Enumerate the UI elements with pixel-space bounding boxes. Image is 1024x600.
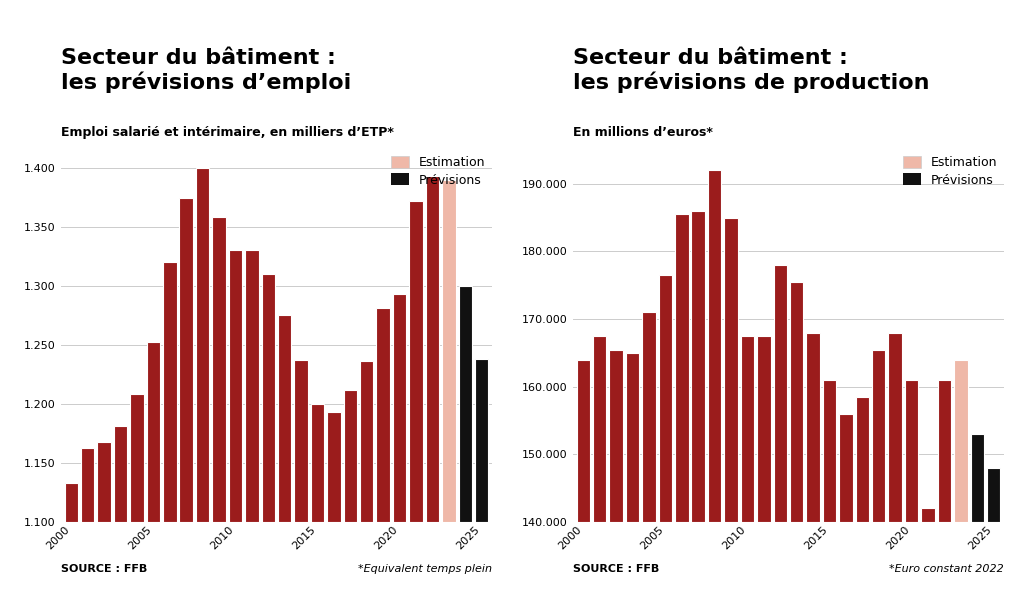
Bar [212, 217, 225, 522]
Bar [954, 359, 968, 522]
Bar [228, 250, 242, 522]
Bar [823, 380, 837, 522]
Bar [261, 274, 275, 522]
Bar [459, 286, 472, 522]
Bar [806, 332, 820, 522]
Legend: Estimation, Prévisions: Estimation, Prévisions [903, 156, 997, 187]
Bar [889, 332, 902, 522]
Bar [740, 336, 754, 522]
Bar [442, 179, 456, 522]
Bar [642, 313, 655, 522]
Bar [475, 359, 488, 522]
Bar [609, 350, 623, 522]
Bar [344, 390, 357, 522]
Bar [905, 380, 919, 522]
Text: Secteur du bâtiment :
les prévisions d’emploi: Secteur du bâtiment : les prévisions d’e… [61, 48, 351, 93]
Bar [65, 483, 78, 522]
Bar [278, 316, 292, 522]
Bar [97, 442, 111, 522]
Legend: Estimation, Prévisions: Estimation, Prévisions [391, 156, 485, 187]
Bar [872, 350, 886, 522]
Bar [426, 176, 439, 522]
Bar [410, 201, 423, 522]
Bar [146, 343, 160, 522]
Bar [130, 394, 143, 522]
Bar [245, 250, 259, 522]
Text: SOURCE : FFB: SOURCE : FFB [61, 564, 147, 574]
Bar [938, 380, 951, 522]
Text: *Euro constant 2022: *Euro constant 2022 [889, 564, 1004, 574]
Bar [840, 414, 853, 522]
Bar [179, 199, 193, 522]
Bar [294, 360, 308, 522]
Bar [708, 170, 721, 522]
Bar [971, 434, 984, 522]
Bar [691, 211, 705, 522]
Bar [360, 361, 374, 522]
Bar [196, 168, 209, 522]
Text: SOURCE : FFB: SOURCE : FFB [573, 564, 659, 574]
Text: Emploi salarié et intérimaire, en milliers d’ETP*: Emploi salarié et intérimaire, en millie… [61, 126, 394, 139]
Text: En millions d’euros*: En millions d’euros* [573, 126, 714, 139]
Bar [163, 262, 176, 522]
Bar [311, 404, 325, 522]
Bar [856, 397, 869, 522]
Bar [658, 275, 672, 522]
Bar [393, 294, 407, 522]
Bar [757, 336, 771, 522]
Bar [328, 412, 341, 522]
Text: *Equivalent temps plein: *Equivalent temps plein [357, 564, 492, 574]
Bar [790, 282, 804, 522]
Bar [922, 508, 935, 522]
Bar [675, 214, 688, 522]
Bar [81, 448, 94, 522]
Bar [377, 308, 390, 522]
Bar [114, 427, 127, 522]
Text: Secteur du bâtiment :
les prévisions de production: Secteur du bâtiment : les prévisions de … [573, 48, 930, 93]
Bar [577, 359, 590, 522]
Bar [724, 218, 737, 522]
Bar [626, 353, 639, 522]
Bar [773, 265, 787, 522]
Bar [987, 468, 1000, 522]
Bar [593, 336, 606, 522]
